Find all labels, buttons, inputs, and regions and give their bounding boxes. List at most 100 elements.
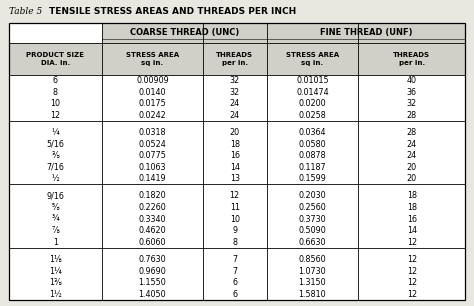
Text: ⅞: ⅞ <box>52 226 59 235</box>
Text: 9: 9 <box>232 226 237 235</box>
Text: 12: 12 <box>229 192 240 200</box>
Text: 24: 24 <box>229 111 240 120</box>
Text: 18: 18 <box>407 192 417 200</box>
Text: 12: 12 <box>50 111 60 120</box>
Bar <box>9 43 465 75</box>
Text: 0.0175: 0.0175 <box>138 99 166 108</box>
Text: 20: 20 <box>229 128 240 137</box>
Text: 0.0140: 0.0140 <box>139 88 166 97</box>
Text: 14: 14 <box>407 226 417 235</box>
Text: 0.2030: 0.2030 <box>299 192 326 200</box>
Text: Table 5: Table 5 <box>9 7 42 16</box>
Text: 1½: 1½ <box>49 289 62 299</box>
Text: 6: 6 <box>232 289 237 299</box>
Text: 0.1063: 0.1063 <box>139 162 166 172</box>
Text: 28: 28 <box>407 111 417 120</box>
Text: 6: 6 <box>232 278 237 287</box>
Text: ½: ½ <box>52 174 59 183</box>
Text: ⅜: ⅜ <box>52 151 59 160</box>
Text: 24: 24 <box>229 99 240 108</box>
Text: 7/16: 7/16 <box>46 162 64 172</box>
Text: 18: 18 <box>407 203 417 212</box>
Text: 7: 7 <box>232 267 237 275</box>
Text: COARSE THREAD (UNC): COARSE THREAD (UNC) <box>130 28 239 37</box>
Text: 0.0318: 0.0318 <box>139 128 166 137</box>
Text: 14: 14 <box>230 162 240 172</box>
Text: 0.2560: 0.2560 <box>299 203 326 212</box>
Text: 0.1187: 0.1187 <box>299 162 326 172</box>
Text: 0.2260: 0.2260 <box>138 203 166 212</box>
Text: 0.9690: 0.9690 <box>138 267 166 275</box>
Text: 24: 24 <box>407 151 417 160</box>
Text: 12: 12 <box>407 289 417 299</box>
Text: 13: 13 <box>230 174 240 183</box>
Text: 8: 8 <box>232 238 237 247</box>
Text: 7: 7 <box>232 255 237 264</box>
Text: 6: 6 <box>53 76 58 85</box>
Text: 32: 32 <box>407 99 417 108</box>
Text: STRESS AREA
sq in.: STRESS AREA sq in. <box>126 52 179 65</box>
Text: 0.4620: 0.4620 <box>139 226 166 235</box>
Text: 0.0200: 0.0200 <box>299 99 326 108</box>
Text: 12: 12 <box>407 238 417 247</box>
Text: 0.00909: 0.00909 <box>136 76 169 85</box>
Text: 20: 20 <box>407 162 417 172</box>
Text: 0.0242: 0.0242 <box>138 111 166 120</box>
Text: 0.1599: 0.1599 <box>299 174 326 183</box>
Text: TENSILE STRESS AREAS AND THREADS PER INCH: TENSILE STRESS AREAS AND THREADS PER INC… <box>49 7 296 16</box>
Text: 0.6060: 0.6060 <box>139 238 166 247</box>
Text: 9/16: 9/16 <box>46 192 64 200</box>
Text: 5/16: 5/16 <box>46 140 64 148</box>
Text: 1⅜: 1⅜ <box>49 278 62 287</box>
Text: 0.1820: 0.1820 <box>139 192 166 200</box>
Text: 0.01474: 0.01474 <box>296 88 328 97</box>
Text: 12: 12 <box>407 278 417 287</box>
Text: 0.8560: 0.8560 <box>299 255 326 264</box>
Text: PRODUCT SIZE
DIA. in.: PRODUCT SIZE DIA. in. <box>27 52 84 65</box>
Text: ¼: ¼ <box>52 128 59 137</box>
Text: 0.7630: 0.7630 <box>139 255 166 264</box>
Text: THREADS
per in.: THREADS per in. <box>393 52 430 65</box>
Text: 0.1419: 0.1419 <box>139 174 166 183</box>
Text: 0.6630: 0.6630 <box>299 238 326 247</box>
Text: 40: 40 <box>407 76 417 85</box>
Text: 8: 8 <box>53 88 58 97</box>
Text: 10: 10 <box>50 99 60 108</box>
Text: 1.4050: 1.4050 <box>139 289 166 299</box>
Text: 36: 36 <box>407 88 417 97</box>
Text: 28: 28 <box>407 128 417 137</box>
Text: 20: 20 <box>407 174 417 183</box>
Text: STRESS AREA
sq in.: STRESS AREA sq in. <box>286 52 339 65</box>
Text: 0.0775: 0.0775 <box>138 151 166 160</box>
Text: 0.0580: 0.0580 <box>299 140 326 148</box>
Text: THREADS
per in.: THREADS per in. <box>216 52 253 65</box>
Text: 12: 12 <box>407 267 417 275</box>
Text: 32: 32 <box>229 76 240 85</box>
Text: 0.5090: 0.5090 <box>299 226 326 235</box>
Text: 0.0258: 0.0258 <box>299 111 326 120</box>
Text: 1.5810: 1.5810 <box>299 289 326 299</box>
Text: 32: 32 <box>229 88 240 97</box>
Text: 1⅛: 1⅛ <box>49 255 62 264</box>
Text: 1¼: 1¼ <box>49 267 62 275</box>
Text: FINE THREAD (UNF): FINE THREAD (UNF) <box>320 28 412 37</box>
Text: 10: 10 <box>230 215 240 224</box>
Text: 1.3150: 1.3150 <box>299 278 326 287</box>
Text: 16: 16 <box>407 215 417 224</box>
Text: 1.0730: 1.0730 <box>299 267 326 275</box>
Text: ⅝: ⅝ <box>52 203 59 212</box>
Text: 0.0364: 0.0364 <box>299 128 326 137</box>
Text: ¾: ¾ <box>52 215 59 224</box>
Text: 24: 24 <box>407 140 417 148</box>
Text: 0.0878: 0.0878 <box>299 151 326 160</box>
Text: 11: 11 <box>230 203 240 212</box>
Bar <box>102 23 465 43</box>
Text: 0.3340: 0.3340 <box>139 215 166 224</box>
Text: 18: 18 <box>230 140 240 148</box>
Text: 0.0524: 0.0524 <box>138 140 166 148</box>
Text: 16: 16 <box>230 151 240 160</box>
Text: 0.3730: 0.3730 <box>299 215 326 224</box>
Text: 1: 1 <box>53 238 58 247</box>
Text: 12: 12 <box>407 255 417 264</box>
Text: 1.1550: 1.1550 <box>138 278 166 287</box>
